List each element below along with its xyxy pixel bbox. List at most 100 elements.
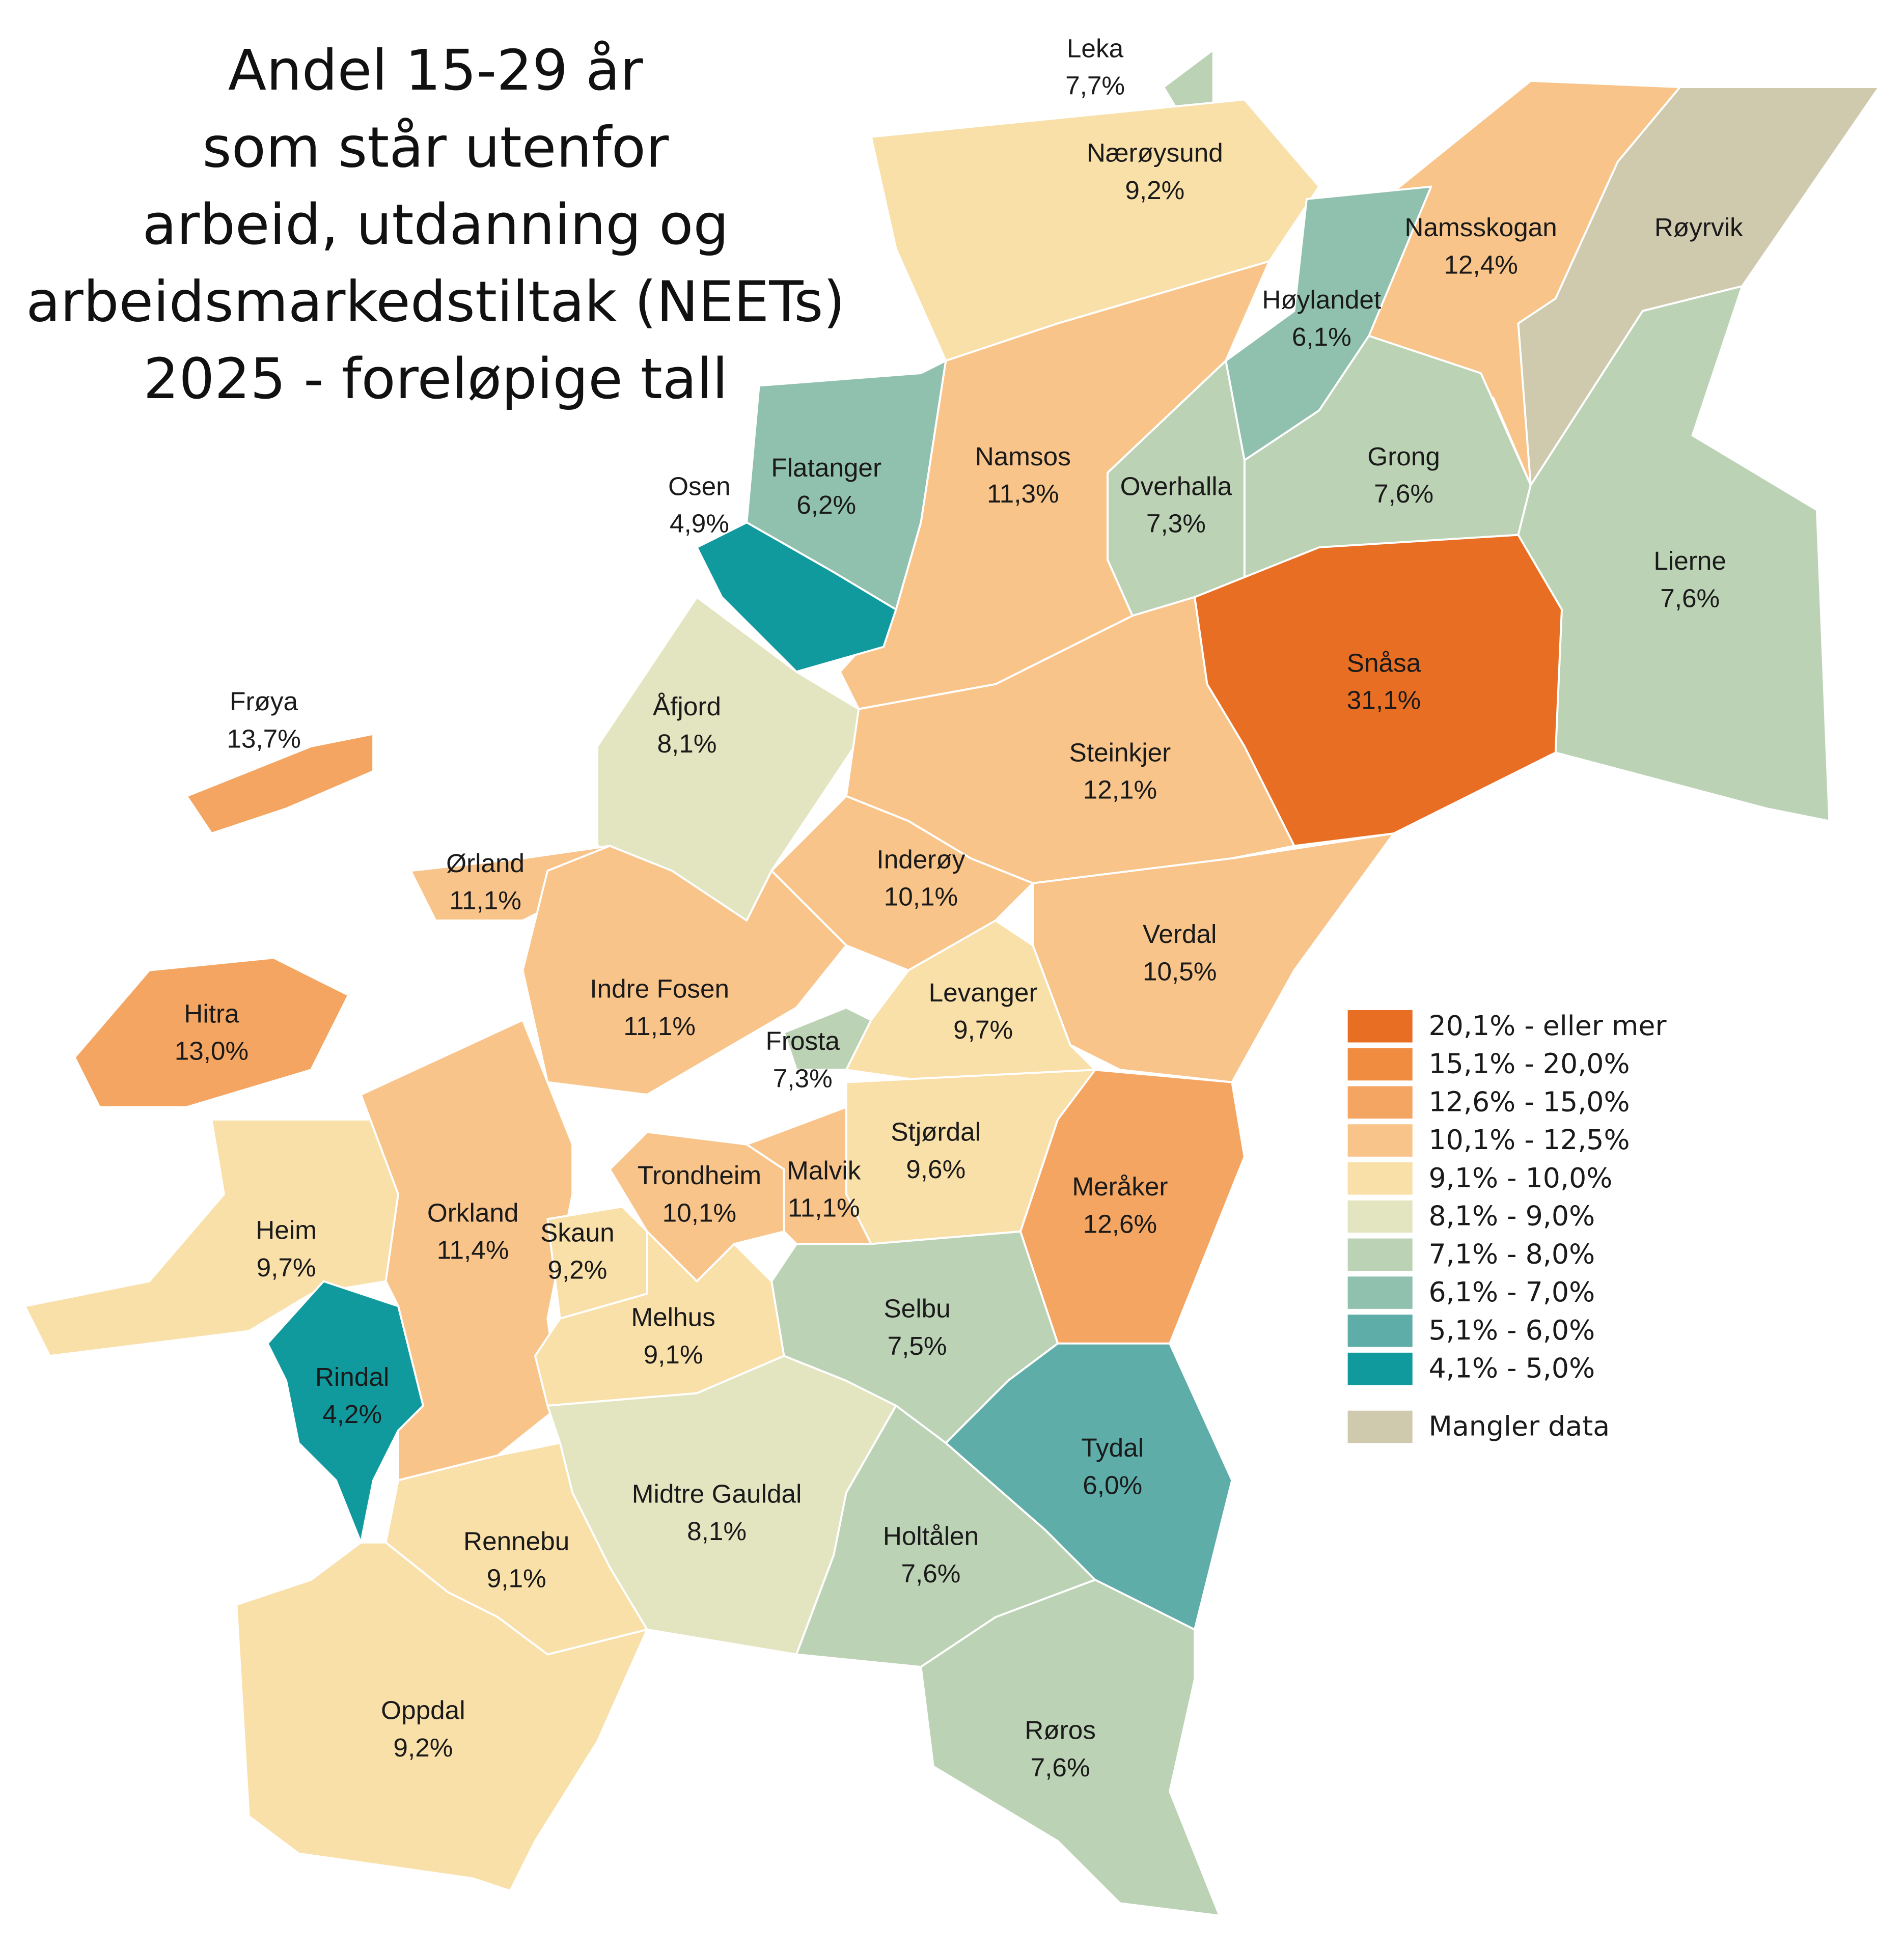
legend-label: 20,1% - eller mer [1428, 1010, 1667, 1042]
municipality-value: 11,1% [623, 1012, 696, 1041]
municipality-value: 4,2% [322, 1400, 382, 1429]
municipality-value: 4,9% [670, 509, 729, 538]
municipality-name: Røros [1025, 1716, 1096, 1745]
municipality [235, 1541, 648, 1892]
legend-label: 9,1% - 10,0% [1428, 1162, 1612, 1194]
municipality-name: Overhalla [1120, 471, 1232, 500]
title-line: arbeid, utdanning og [143, 192, 729, 257]
legend-label: 5,1% - 6,0% [1428, 1314, 1595, 1346]
municipality-name: Midtre Gauldal [632, 1480, 802, 1509]
legend-swatch [1347, 1086, 1413, 1119]
municipality-value: 12,4% [1444, 250, 1517, 280]
municipality-name: Heim [256, 1216, 317, 1245]
municipality-name: Meråker [1072, 1172, 1168, 1201]
legend-swatch [1347, 1124, 1413, 1157]
municipality-name: Lierne [1653, 546, 1726, 575]
title-line: arbeidsmarkedstiltak (NEETs) [26, 269, 845, 334]
municipality [521, 845, 847, 1096]
municipality-value: 11,4% [437, 1236, 509, 1265]
municipality-value: 13,0% [175, 1037, 249, 1066]
municipality-value: 9,7% [953, 1015, 1013, 1044]
municipality-name: Steinkjer [1069, 738, 1171, 767]
municipality-name: Grong [1367, 442, 1440, 471]
municipality-name: Levanger [929, 978, 1038, 1007]
municipality [696, 521, 897, 673]
legend-swatch [1347, 1010, 1413, 1043]
municipality-name: Indre Fosen [590, 974, 729, 1003]
municipality-value: 7,6% [901, 1559, 960, 1588]
municipality-name: Oppdal [381, 1696, 465, 1725]
municipality [185, 733, 375, 834]
municipality-name: Tydal [1081, 1433, 1144, 1462]
municipality-value: 9,1% [487, 1564, 546, 1593]
municipality-value: 9,1% [644, 1340, 703, 1369]
legend-swatch [1347, 1048, 1413, 1081]
municipality-name: Stjørdal [891, 1118, 981, 1147]
legend-swatch [1347, 1352, 1413, 1385]
municipality-value: 7,6% [1374, 479, 1433, 508]
legend-swatch [1347, 1315, 1413, 1347]
municipality-value: 10,1% [884, 882, 958, 911]
municipality-name: Leka [1067, 34, 1124, 63]
municipality-value: 7,6% [1031, 1753, 1090, 1782]
legend-swatch [1347, 1200, 1413, 1233]
municipality-name: Frosta [766, 1026, 840, 1055]
title-line: Andel 15-29 år [228, 38, 644, 103]
municipality-value: 11,1% [788, 1193, 860, 1222]
municipality-name: Nærøysund [1087, 138, 1223, 168]
legend-label: 6,1% - 7,0% [1428, 1276, 1595, 1308]
municipality-value: 7,3% [1146, 509, 1206, 538]
municipality-value: 7,7% [1065, 71, 1125, 100]
municipality-name: Malvik [787, 1156, 861, 1185]
municipality-value: 9,2% [1125, 176, 1184, 205]
legend-label: 8,1% - 9,0% [1428, 1200, 1595, 1232]
municipality-name: Høylandet [1262, 285, 1381, 314]
municipality-name: Hitra [184, 999, 239, 1028]
title: Andel 15-29 år som står utenfor arbeid, ut… [26, 38, 845, 411]
municipality-value: 12,1% [1083, 775, 1157, 804]
municipality-value: 9,2% [393, 1733, 453, 1762]
legend-label: 7,1% - 8,0% [1428, 1238, 1595, 1270]
municipality-name: Røyrvik [1654, 213, 1743, 242]
legend-swatch [1347, 1238, 1413, 1271]
municipality-name: Trondheim [638, 1161, 761, 1190]
municipality-name: Selbu [884, 1294, 950, 1323]
municipality-value: 8,1% [687, 1517, 747, 1546]
title-line: 2025 - foreløpige tall [143, 346, 728, 411]
municipality-name: Osen [668, 471, 731, 500]
municipality-name: Namsos [975, 442, 1071, 471]
municipality-value: 11,1% [449, 886, 521, 915]
municipality-name: Ørland [446, 849, 525, 878]
municipality-value: 31,1% [1347, 686, 1421, 715]
municipality-name: Åfjord [653, 692, 721, 721]
municipality-value: 7,3% [773, 1064, 833, 1093]
municipality-name: Frøya [230, 687, 298, 716]
municipality-name: Flatanger [771, 453, 881, 482]
municipality-name: Rindal [315, 1362, 389, 1391]
labels: Leka 7,7% Nærøysund 9,2% Namsskogan 12,4% Røyr… [175, 34, 1743, 1782]
legend-swatch [1347, 1410, 1413, 1443]
title-line: som står utenfor [202, 115, 669, 180]
municipality [920, 1579, 1221, 1917]
municipality-value: 13,7% [227, 724, 300, 753]
legend-label: 10,1% - 12,5% [1428, 1124, 1630, 1156]
municipality-value: 9,6% [906, 1155, 965, 1184]
municipality-value: 11,3% [987, 479, 1059, 508]
municipality-value: 9,7% [257, 1253, 316, 1282]
legend-swatch [1347, 1276, 1413, 1309]
legend-label: 4,1% - 5,0% [1428, 1352, 1595, 1384]
municipality-value: 7,5% [888, 1331, 947, 1360]
municipality-name: Orkland [427, 1198, 519, 1227]
municipality [73, 957, 350, 1108]
municipality-value: 6,2% [796, 490, 856, 519]
municipality-name: Melhus [631, 1303, 715, 1332]
municipality-value: 7,6% [1660, 583, 1720, 612]
municipality-value: 10,1% [663, 1198, 736, 1227]
legend: 20,1% - eller mer 15,1% - 20,0% 12,6% - 15… [1347, 1010, 1667, 1443]
legend-label: 15,1% - 20,0% [1428, 1048, 1630, 1080]
municipality-value: 12,6% [1083, 1209, 1157, 1238]
legend-label: 12,6% - 15,0% [1428, 1085, 1630, 1118]
